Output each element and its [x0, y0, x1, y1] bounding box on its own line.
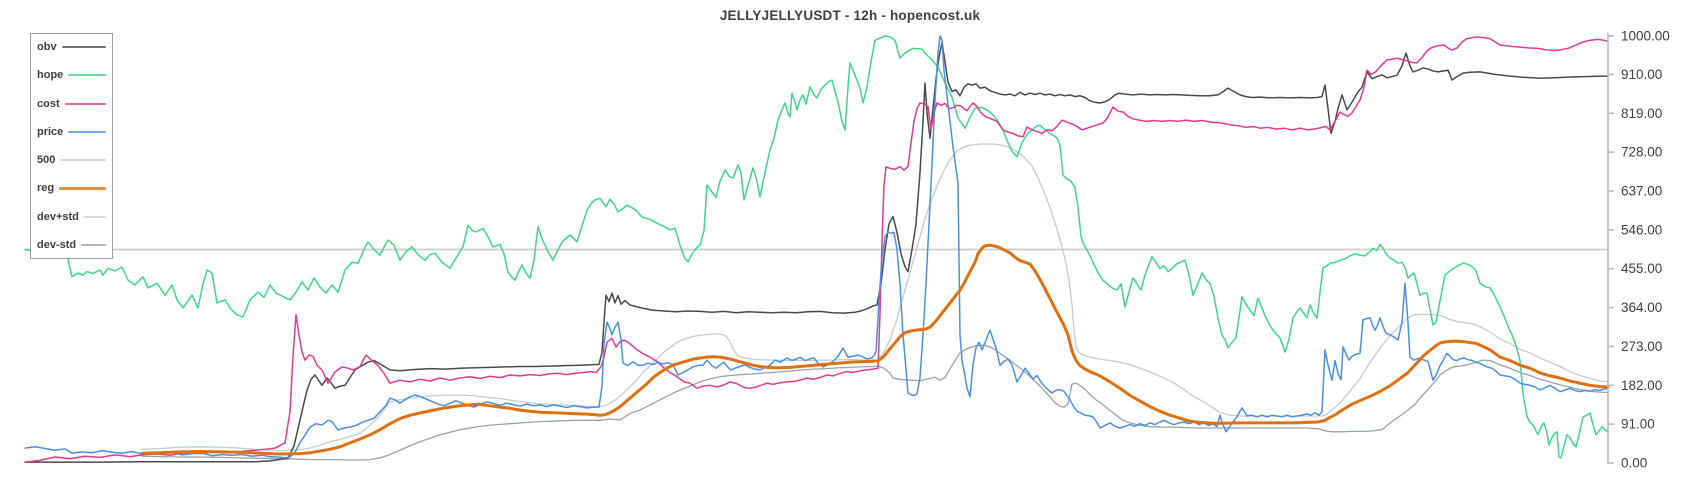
y-axis-label: 637.00 [1621, 184, 1662, 199]
legend-item-swatch [81, 243, 106, 246]
series-line-cost [24, 36, 1609, 463]
y-axis: 1000.00 910.00 819.00 728.00 637.00 546.00 455… [1607, 29, 1670, 471]
legend-item-swatch [68, 74, 106, 77]
series-line-obv [24, 41, 1609, 463]
series-line-reg [140, 243, 1610, 456]
y-axis-label: 0.00 [1621, 456, 1647, 471]
y-axis-label: 455.00 [1621, 261, 1662, 276]
legend-item-swatch [83, 215, 106, 218]
y-axis-label: 91.00 [1621, 417, 1655, 432]
legend-item-label: hope [37, 69, 64, 82]
series-line-dev+std [141, 143, 1609, 452]
legend-item-swatch [60, 159, 106, 162]
legend-item-reg[interactable]: reg [37, 182, 106, 194]
legend-item-obv[interactable]: obv [37, 41, 106, 53]
legend-item-cost[interactable]: cost [37, 98, 106, 110]
y-axis-label: 364.00 [1621, 300, 1662, 315]
legend-item-swatch [64, 102, 106, 105]
chart-title: JELLYJELLYUSDT - 12h - hopencost.uk [719, 8, 981, 23]
y-axis-label: 728.00 [1621, 145, 1662, 160]
legend-item-label: price [37, 125, 64, 138]
y-axis-label: 819.00 [1621, 106, 1662, 121]
legend-item-hope[interactable]: hope [37, 69, 106, 81]
legend-item-label: dev-std [37, 238, 77, 251]
legend-item-label: dev+std [37, 210, 79, 223]
y-axis-label: 1000.00 [1621, 29, 1670, 44]
legend-item-dev+std[interactable]: dev+std [37, 211, 106, 223]
legend-item-label: 500 [37, 154, 56, 167]
legend-item-label: cost [37, 97, 60, 110]
legend-item-price[interactable]: price [37, 126, 106, 138]
legend-item-swatch [68, 130, 106, 133]
y-axis-label: 910.00 [1621, 67, 1662, 82]
series-line-price [24, 35, 1609, 459]
y-axis-label: 273.00 [1621, 339, 1662, 354]
legend-item-swatch [59, 186, 106, 190]
legend-item-label: obv [37, 41, 57, 53]
legend-item-dev-std[interactable]: dev-std [37, 239, 106, 251]
series-line-dev-std [141, 344, 1609, 461]
y-axis-label: 546.00 [1621, 222, 1662, 237]
series-line-hope [24, 35, 1609, 459]
legend-item-swatch [61, 46, 106, 48]
y-axis-label: 182.00 [1621, 378, 1662, 393]
legend: obv hope cost price 500 reg dev+std dev-std [30, 33, 113, 259]
legend-item-label: reg [37, 182, 55, 195]
legend-item-500[interactable]: 500 [37, 154, 106, 166]
